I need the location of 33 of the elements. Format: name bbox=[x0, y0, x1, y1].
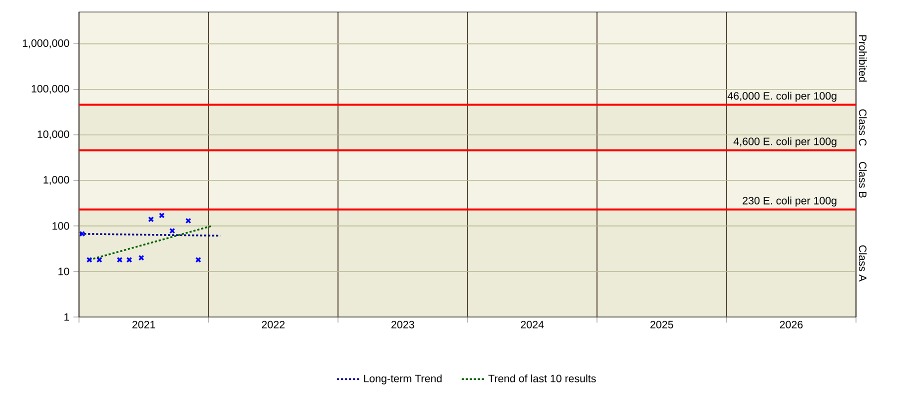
x-tick-label: 2026 bbox=[780, 320, 803, 328]
point bbox=[138, 254, 144, 261]
x-tick-label: 2023 bbox=[391, 320, 414, 328]
x-tick-label: 2024 bbox=[520, 320, 544, 328]
ref-line-label: 230 E. coli per 100g bbox=[742, 196, 836, 207]
point bbox=[96, 256, 102, 263]
x-tick-label: 2021 bbox=[132, 320, 156, 328]
y-tick-label: 10,000 bbox=[38, 130, 70, 140]
y-tick-label: 1,000 bbox=[44, 176, 70, 185]
point bbox=[169, 228, 176, 234]
y-tick-label: 1 bbox=[64, 313, 70, 321]
x-tick-label: 2025 bbox=[650, 320, 674, 328]
point bbox=[158, 212, 165, 218]
band-label: Class A bbox=[858, 245, 867, 282]
band-label: Class B bbox=[858, 162, 867, 198]
band-label: Prohibited bbox=[858, 35, 867, 82]
point bbox=[79, 230, 86, 237]
point bbox=[126, 256, 132, 263]
ref-line-label: 4,600 E. coli per 100g bbox=[734, 137, 836, 148]
legend-label: Trend of last 10 results bbox=[488, 374, 596, 382]
y-tick-label: 100,000 bbox=[32, 84, 70, 94]
point bbox=[185, 218, 192, 224]
x-tick-label: 2022 bbox=[262, 320, 285, 328]
ref-line-label: 46,000 E. coli per 100g bbox=[728, 92, 836, 102]
point bbox=[148, 216, 154, 222]
point bbox=[195, 256, 202, 263]
y-tick-label: 1,000,000 bbox=[22, 39, 70, 48]
band-label: Class C bbox=[858, 109, 867, 146]
y-tick-label: 100 bbox=[52, 222, 70, 230]
legend-label: Long-term Trend bbox=[364, 374, 442, 384]
point bbox=[116, 256, 123, 263]
y-tick-label: 10 bbox=[58, 268, 70, 276]
point bbox=[86, 256, 92, 263]
